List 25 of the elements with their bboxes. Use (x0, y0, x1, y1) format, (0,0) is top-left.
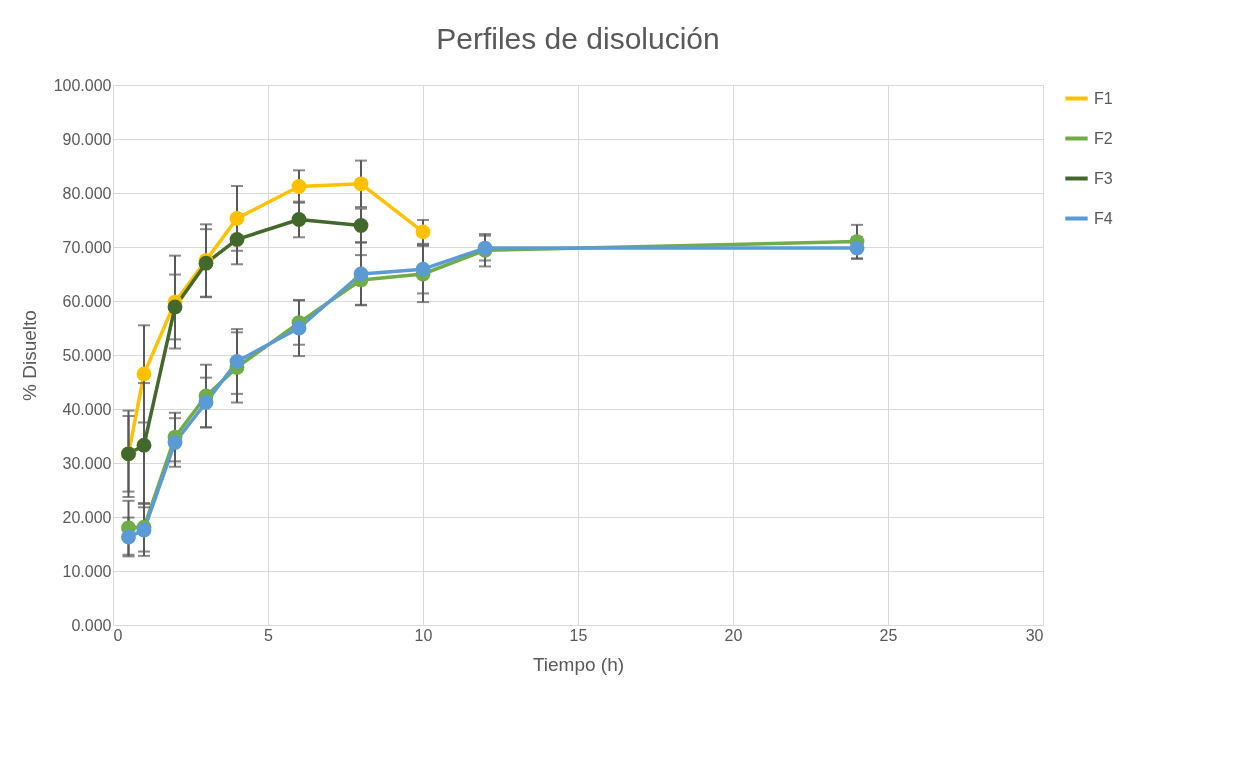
x-tick-label: 30 (1025, 626, 1044, 644)
y-tick-label: 100.000 (53, 76, 112, 94)
y-tick-label: 90.000 (62, 130, 112, 148)
legend-label: F2 (1094, 129, 1113, 147)
x-tick-label: 15 (569, 626, 588, 644)
x-tick-label: 25 (879, 626, 898, 644)
y-tick-label: 80.000 (62, 184, 112, 202)
x-tick-label: 5 (264, 626, 274, 644)
y-tick-label: 20.000 (62, 508, 112, 526)
x-tick-label: 0 (113, 626, 123, 644)
y-tick-label: 30.000 (62, 454, 112, 472)
legend-label: F4 (1094, 209, 1113, 227)
y-tick-label: 60.000 (62, 292, 112, 310)
y-tick-label: 70.000 (62, 238, 112, 256)
chart-title: Perfiles de disolución (436, 22, 720, 55)
legend-label: F1 (1094, 89, 1113, 107)
y-tick-label: 0.000 (71, 616, 112, 634)
x-axis-title: Tiempo (h) (532, 653, 625, 675)
legend-label: F3 (1094, 169, 1113, 187)
y-tick-label: 50.000 (62, 346, 112, 364)
x-tick-label: 10 (414, 626, 433, 644)
y-tick-label: 40.000 (62, 400, 112, 418)
y-axis-title: % Disuelto (18, 310, 40, 401)
x-tick-label: 20 (724, 626, 743, 644)
y-tick-label: 10.000 (62, 562, 112, 580)
